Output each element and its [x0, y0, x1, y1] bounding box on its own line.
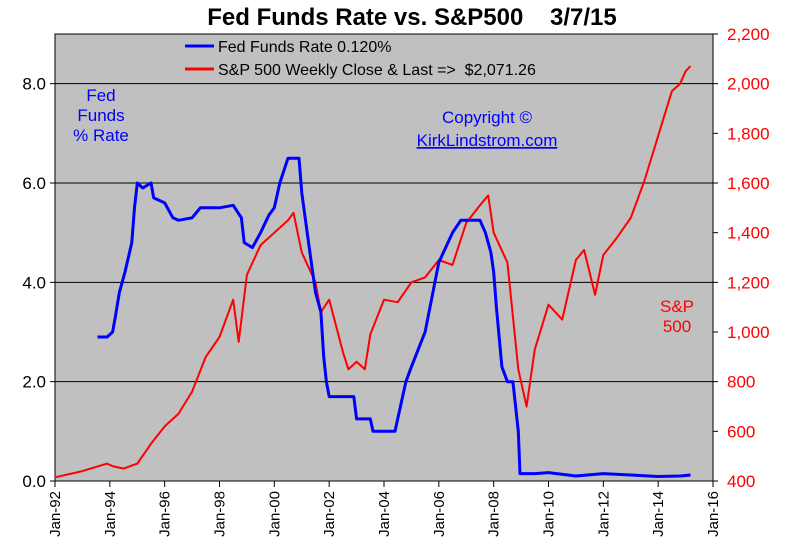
x-tick-label: Jan-96	[157, 491, 174, 537]
x-tick-label: Jan-98	[212, 491, 229, 537]
right-tick-label: 1,000	[727, 323, 770, 342]
x-tick-label: Jan-02	[321, 491, 338, 537]
series-line-fed-funds	[97, 156, 691, 478]
left-tick-label: 2.0	[22, 373, 46, 392]
series-lines	[54, 65, 692, 479]
legend-label-sp500: S&P 500 Weekly Close & Last => $2,071.26	[218, 62, 536, 79]
chart-title: Fed Funds Rate vs. S&P500 3/7/15	[207, 4, 617, 31]
x-tick-label: Jan-10	[541, 491, 558, 537]
right-tick-label: 400	[727, 472, 755, 491]
right-tick-label: 1,400	[727, 224, 770, 243]
copyright-text: Copyright ©	[442, 108, 532, 127]
right-axis-label-line2: 500	[663, 317, 691, 336]
left-tick-label: 8.0	[22, 75, 46, 94]
plot-area	[54, 33, 714, 482]
left-axis: 0.0 2.0 4.0 6.0 8.0	[22, 75, 55, 491]
x-tick-label: Jan-14	[650, 491, 667, 537]
right-tick-label: 1,600	[727, 174, 770, 193]
website-link[interactable]: KirkLindstrom.com	[417, 131, 558, 150]
legend-label-fed-funds: Fed Funds Rate 0.120%	[218, 39, 391, 56]
left-axis-label-line1: Fed	[86, 86, 115, 105]
gridlines	[55, 83, 713, 383]
x-tick-label: Jan-94	[102, 491, 119, 537]
x-tick-label: Jan-04	[376, 491, 393, 537]
x-tick-label: Jan-08	[486, 491, 503, 537]
legend: Fed Funds Rate 0.120% S&P 500 Weekly Clo…	[185, 39, 536, 79]
x-tick-label: Jan-00	[266, 491, 283, 537]
x-tick-label: Jan-92	[47, 491, 64, 537]
x-tick-label: Jan-16	[705, 491, 722, 537]
series-line-sp500	[54, 65, 692, 479]
left-axis-label-line3: % Rate	[73, 126, 129, 145]
left-tick-label: 4.0	[22, 273, 46, 292]
x-tick-label: Jan-06	[431, 491, 448, 537]
left-tick-label: 0.0	[22, 472, 46, 491]
right-axis: 400 600 800 1,000 1,200 1,400 1,600 1,800 2,000 2…	[713, 25, 770, 491]
right-tick-label: 1,800	[727, 124, 770, 143]
right-tick-label: 2,000	[727, 75, 770, 94]
left-axis-label-line2: Funds	[77, 106, 124, 125]
right-tick-label: 800	[727, 373, 755, 392]
right-tick-label: 2,200	[727, 25, 770, 44]
left-tick-label: 6.0	[22, 174, 46, 193]
right-tick-label: 600	[727, 422, 755, 441]
x-tick-label: Jan-12	[595, 491, 612, 537]
right-tick-label: 1,200	[727, 273, 770, 292]
right-axis-label-line1: S&P	[660, 297, 694, 316]
x-axis: Jan-92 Jan-94 Jan-96 Jan-98 Jan-00 Jan-02 Jan-…	[47, 481, 722, 537]
